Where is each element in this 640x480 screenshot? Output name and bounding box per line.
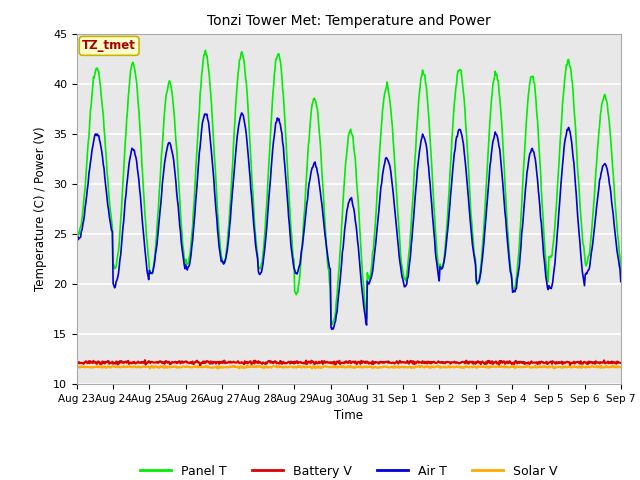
Air T	[328, 326, 335, 332]
Battery V	[617, 360, 625, 366]
Solar V	[214, 366, 221, 372]
Solar V	[83, 364, 90, 370]
Panel T	[83, 163, 90, 168]
Air T	[73, 234, 81, 240]
Battery V	[417, 360, 424, 365]
Battery V	[195, 359, 202, 365]
Line: Air T: Air T	[77, 113, 621, 329]
Battery V	[141, 357, 148, 363]
Air T	[83, 193, 90, 199]
Panel T	[194, 132, 202, 137]
Air T	[139, 222, 147, 228]
Solar V	[417, 364, 424, 370]
Solar V	[194, 363, 202, 369]
Battery V	[73, 360, 81, 365]
Air T	[238, 110, 246, 116]
Solar V	[139, 364, 147, 370]
X-axis label: Time: Time	[334, 409, 364, 422]
Solar V	[310, 363, 317, 369]
Title: Tonzi Tower Met: Temperature and Power: Tonzi Tower Met: Temperature and Power	[207, 14, 491, 28]
Battery V	[196, 362, 204, 368]
Line: Panel T: Panel T	[77, 50, 621, 325]
Panel T	[223, 240, 231, 246]
Air T	[433, 256, 440, 262]
Text: TZ_tmet: TZ_tmet	[82, 39, 136, 52]
Battery V	[224, 360, 232, 365]
Solar V	[617, 364, 625, 370]
Air T	[417, 144, 424, 149]
Legend: Panel T, Battery V, Air T, Solar V: Panel T, Battery V, Air T, Solar V	[135, 460, 563, 480]
Panel T	[73, 227, 81, 233]
Battery V	[139, 360, 147, 365]
Y-axis label: Temperature (C) / Power (V): Temperature (C) / Power (V)	[35, 127, 47, 291]
Line: Solar V: Solar V	[77, 366, 621, 369]
Line: Battery V: Battery V	[77, 360, 621, 365]
Panel T	[202, 48, 209, 53]
Air T	[194, 170, 202, 176]
Air T	[223, 251, 230, 257]
Battery V	[83, 360, 90, 365]
Panel T	[139, 172, 147, 178]
Air T	[617, 279, 625, 285]
Solar V	[223, 365, 231, 371]
Panel T	[417, 82, 424, 87]
Panel T	[328, 322, 335, 328]
Solar V	[73, 364, 81, 370]
Panel T	[433, 238, 440, 243]
Panel T	[617, 275, 625, 281]
Battery V	[433, 360, 440, 366]
Solar V	[433, 363, 440, 369]
